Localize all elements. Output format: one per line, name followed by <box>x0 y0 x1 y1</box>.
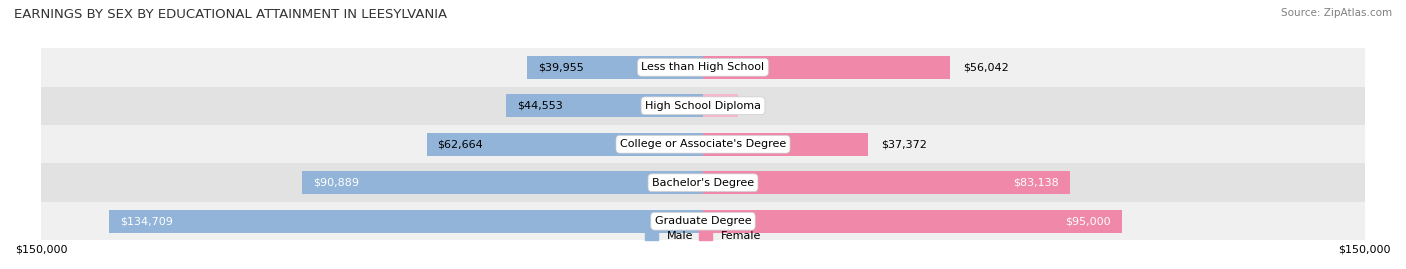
Bar <box>506 94 703 117</box>
Bar <box>426 133 703 156</box>
Text: $90,889: $90,889 <box>314 178 359 188</box>
Bar <box>703 171 1070 194</box>
Text: $56,042: $56,042 <box>963 62 1010 72</box>
Text: $95,000: $95,000 <box>1066 216 1111 226</box>
Text: $134,709: $134,709 <box>120 216 173 226</box>
Text: College or Associate's Degree: College or Associate's Degree <box>620 139 786 149</box>
Text: $44,553: $44,553 <box>517 101 564 111</box>
Bar <box>41 87 1365 125</box>
Bar <box>108 210 703 233</box>
Text: $37,372: $37,372 <box>882 139 927 149</box>
Bar <box>41 202 1365 240</box>
Text: $83,138: $83,138 <box>1012 178 1059 188</box>
Text: Bachelor's Degree: Bachelor's Degree <box>652 178 754 188</box>
Legend: Male, Female: Male, Female <box>640 226 766 245</box>
Text: $62,664: $62,664 <box>437 139 484 149</box>
Text: $0: $0 <box>716 101 730 111</box>
Bar <box>703 210 1122 233</box>
Bar <box>302 171 703 194</box>
Text: Source: ZipAtlas.com: Source: ZipAtlas.com <box>1281 8 1392 18</box>
Bar <box>41 164 1365 202</box>
Bar <box>41 125 1365 164</box>
Text: Less than High School: Less than High School <box>641 62 765 72</box>
Text: EARNINGS BY SEX BY EDUCATIONAL ATTAINMENT IN LEESYLVANIA: EARNINGS BY SEX BY EDUCATIONAL ATTAINMEN… <box>14 8 447 21</box>
Text: Graduate Degree: Graduate Degree <box>655 216 751 226</box>
Bar <box>703 94 738 117</box>
Bar <box>527 56 703 79</box>
Bar <box>41 48 1365 87</box>
Text: High School Diploma: High School Diploma <box>645 101 761 111</box>
Bar <box>703 56 950 79</box>
Bar <box>703 133 868 156</box>
Text: $39,955: $39,955 <box>537 62 583 72</box>
